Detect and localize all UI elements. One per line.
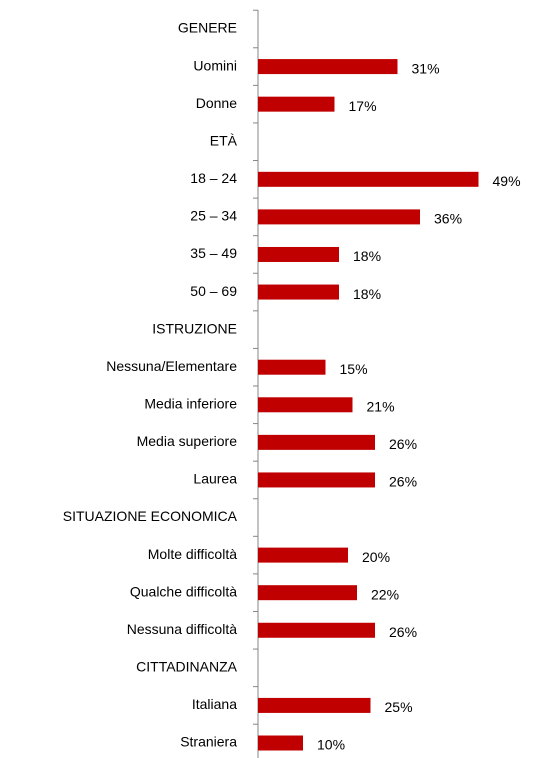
data-label: 18% [353,286,381,302]
bar [258,246,339,262]
bar [258,96,335,112]
data-label: 36% [434,211,462,227]
bar [258,434,375,450]
bar [258,59,398,75]
category-label: GENERE [178,20,237,36]
data-label: 15% [340,361,368,377]
category-label: 18 – 24 [190,170,237,186]
category-label: Donne [196,95,237,111]
bar [258,284,339,300]
category-label: 25 – 34 [190,208,237,224]
bar [258,697,371,713]
category-label: Uomini [193,57,237,73]
category-label: Media superiore [137,433,238,449]
bar [258,397,353,413]
category-label: Nessuna/Elementare [106,358,237,374]
bar [258,209,420,225]
data-label: 26% [389,474,417,490]
data-label: 49% [493,173,521,189]
bar [258,585,357,601]
category-label: ISTRUZIONE [152,320,237,336]
category-label: 35 – 49 [190,245,237,261]
bar [258,359,326,375]
category-label: ETÀ [210,132,238,148]
category-label: Media inferiore [144,395,237,411]
data-label: 26% [389,624,417,640]
category-label: Laurea [193,471,237,487]
bar [258,547,348,563]
data-label: 18% [353,248,381,264]
category-label: Italiana [192,696,237,712]
category-label: CITTADINANZA [136,659,238,675]
category-label: 50 – 69 [190,283,237,299]
data-label: 10% [317,737,345,753]
category-label: Qualche difficoltà [130,583,237,599]
data-label: 26% [389,436,417,452]
bar [258,735,303,751]
data-label: 31% [412,60,440,76]
data-label: 25% [385,699,413,715]
bar [258,171,479,187]
category-label: Molte difficoltà [148,546,237,562]
category-label: Nessuna difficoltà [127,621,237,637]
bar [258,622,375,638]
data-label: 22% [371,586,399,602]
category-label: Straniera [180,734,237,750]
bar [258,472,375,488]
data-label: 20% [362,549,390,565]
category-label: SITUAZIONE ECONOMICA [63,508,238,524]
data-label: 17% [349,98,377,114]
data-label: 21% [367,398,395,414]
